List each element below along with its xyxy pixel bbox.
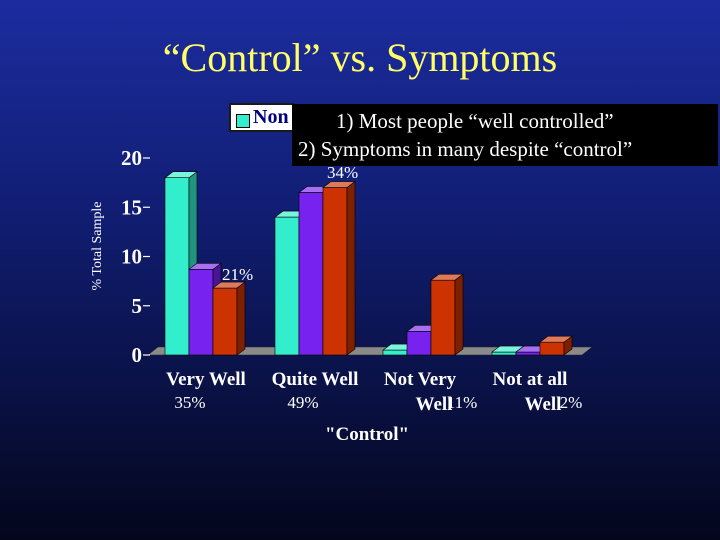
category-percent: 35% [174, 393, 205, 412]
legend-label: Non [253, 106, 289, 128]
bar [539, 335, 573, 356]
category-percent: 11% [447, 393, 478, 412]
bar [322, 180, 356, 356]
bar-front [298, 192, 324, 356]
callout-line-1: 1) Most people “well controlled” [336, 109, 614, 133]
bar [212, 281, 246, 356]
bar-front [491, 351, 517, 356]
bar [430, 273, 464, 356]
y-tick-label: 5 [132, 294, 143, 318]
bar-top [539, 335, 573, 343]
x-axis-label: "Control" [325, 424, 409, 445]
bar-group [164, 171, 573, 356]
y-tick-label: 20 [121, 146, 142, 170]
bar-front [382, 349, 408, 356]
bar-top [430, 273, 464, 281]
bar-side [236, 281, 246, 356]
bar-front [406, 331, 432, 356]
callout-box: 1) Most people “well controlled” 2) Symp… [292, 104, 718, 166]
y-axis-label: % Total Sample [90, 202, 105, 291]
y-tick-label: 10 [121, 245, 142, 269]
x-category-label-line2: Well [525, 394, 562, 415]
legend: Non [229, 103, 295, 132]
legend-swatch-series1 [236, 114, 250, 128]
bar-side [346, 180, 356, 356]
bar-front [515, 351, 541, 356]
annotation-34-percent: 34% [327, 163, 358, 182]
callout-line-2: 2) Symptoms in many despite “control” [298, 137, 633, 161]
bar-front [164, 177, 190, 356]
bar-top [188, 263, 222, 270]
bar-front [322, 187, 348, 356]
y-tick-label: 15 [121, 195, 142, 219]
y-tick-label: 0 [132, 343, 143, 367]
bar-front [212, 287, 238, 356]
y-axis-ticks: 0 5 10 15 20 [121, 146, 150, 367]
category-percent: 2% [560, 393, 583, 412]
slide-title: “Control” vs. Symptoms [162, 35, 558, 80]
bar-top [322, 181, 356, 188]
bar-side [454, 273, 464, 356]
bar [298, 185, 332, 356]
bar-top [212, 281, 246, 289]
x-category-label: Not at all [493, 369, 568, 390]
x-category-label: Very Well [166, 369, 246, 390]
category-percent: 49% [287, 393, 318, 412]
bar-front [539, 341, 565, 356]
bar-front [274, 216, 300, 356]
bar-front [188, 269, 214, 356]
bar-front [430, 279, 456, 356]
x-category-label: Not Very [384, 369, 457, 390]
x-category-label: Quite Well [272, 369, 359, 390]
x-category-label-line2: Well [416, 394, 453, 415]
bar-top [164, 171, 198, 178]
annotation-21-percent: 21% [222, 265, 253, 284]
